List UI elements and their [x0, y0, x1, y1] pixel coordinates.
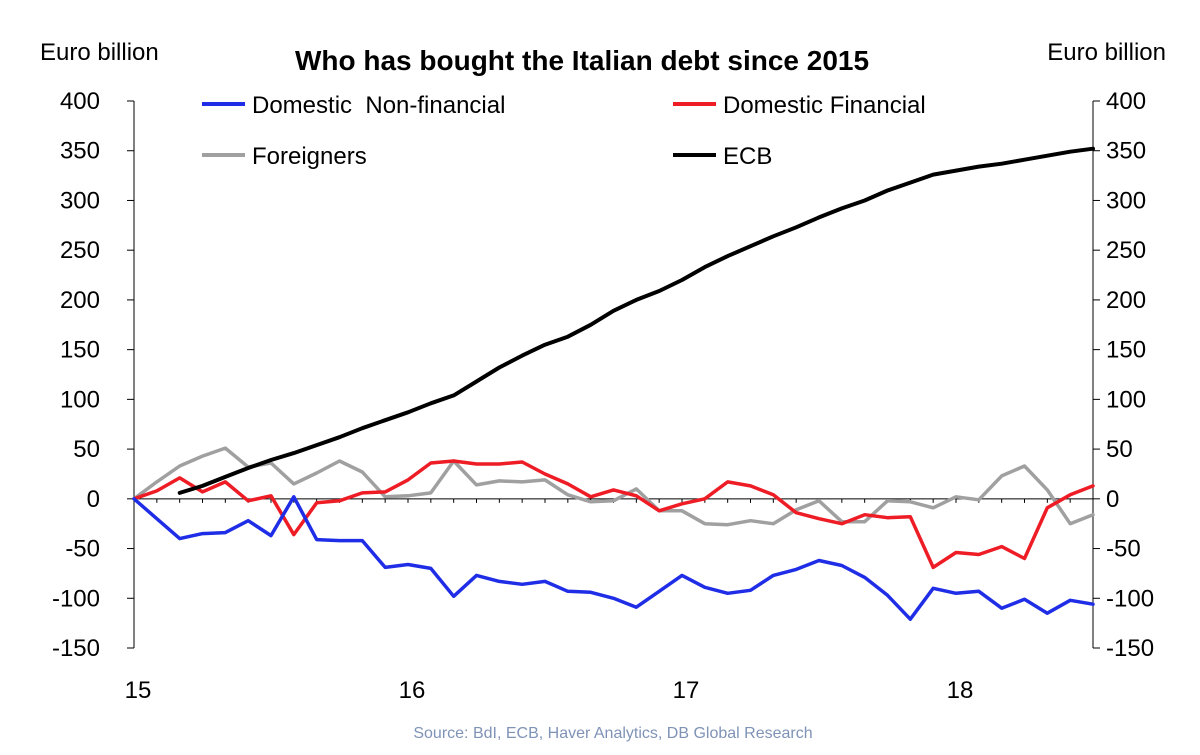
legend: Domestic Non-financial Domestic Financial… — [202, 92, 926, 170]
y-tick-label-left: 100 — [60, 386, 100, 413]
y-tick-label-right: 200 — [1106, 287, 1146, 314]
y-tick-label-right: -50 — [1106, 536, 1141, 563]
series-layer — [132, 146, 1095, 621]
y-tick-label-right: 250 — [1106, 237, 1146, 264]
series-line-domestic-non-financial — [132, 495, 1095, 621]
legend-label: Domestic Non-financial — [252, 92, 505, 119]
y-tick-label-left: 50 — [73, 436, 100, 463]
x-tick-label: 18 — [947, 677, 974, 704]
legend-label: Domestic Financial — [723, 92, 926, 119]
x-tick-label: 17 — [673, 677, 700, 704]
y-tick-label-left: 250 — [60, 237, 100, 264]
y-tick-label-right: 0 — [1106, 486, 1119, 513]
series-line-foreigners — [132, 446, 1095, 527]
y-tick-label-left: 400 — [60, 88, 100, 115]
legend-label: ECB — [723, 143, 772, 170]
y-tick-label-left: -150 — [52, 635, 100, 662]
y-tick-label-left: 350 — [60, 138, 100, 165]
y-tick-label-left: 300 — [60, 187, 100, 214]
x-tick-label: 16 — [399, 677, 426, 704]
y-tick-label-right: 300 — [1106, 187, 1146, 214]
y-axis-left-label: Euro billion — [40, 39, 159, 66]
series-line-ecb — [177, 146, 1095, 495]
series-line-domestic-financial — [132, 459, 1095, 570]
y-tick-label-right: 350 — [1106, 138, 1146, 165]
y-tick-label-right: 400 — [1106, 88, 1146, 115]
y-tick-label-left: 150 — [60, 337, 100, 364]
source-note: Source: BdI, ECB, Haver Analytics, DB Gl… — [413, 725, 812, 742]
legend-label: Foreigners — [252, 143, 367, 170]
y-tick-label-right: -100 — [1106, 585, 1154, 612]
y-axis-right-label: Euro billion — [1047, 39, 1166, 66]
y-tick-label-right: -150 — [1106, 635, 1154, 662]
y-tick-label-left: 0 — [87, 486, 100, 513]
y-tick-label-left: -50 — [65, 536, 100, 563]
y-tick-label-right: 150 — [1106, 337, 1146, 364]
y-tick-label-left: -100 — [52, 585, 100, 612]
y-tick-label-right: 100 — [1106, 386, 1146, 413]
y-tick-label-left: 200 — [60, 287, 100, 314]
chart-title: Who has bought the Italian debt since 20… — [295, 45, 869, 76]
x-tick-label: 15 — [125, 677, 152, 704]
y-tick-label-right: 50 — [1106, 436, 1133, 463]
